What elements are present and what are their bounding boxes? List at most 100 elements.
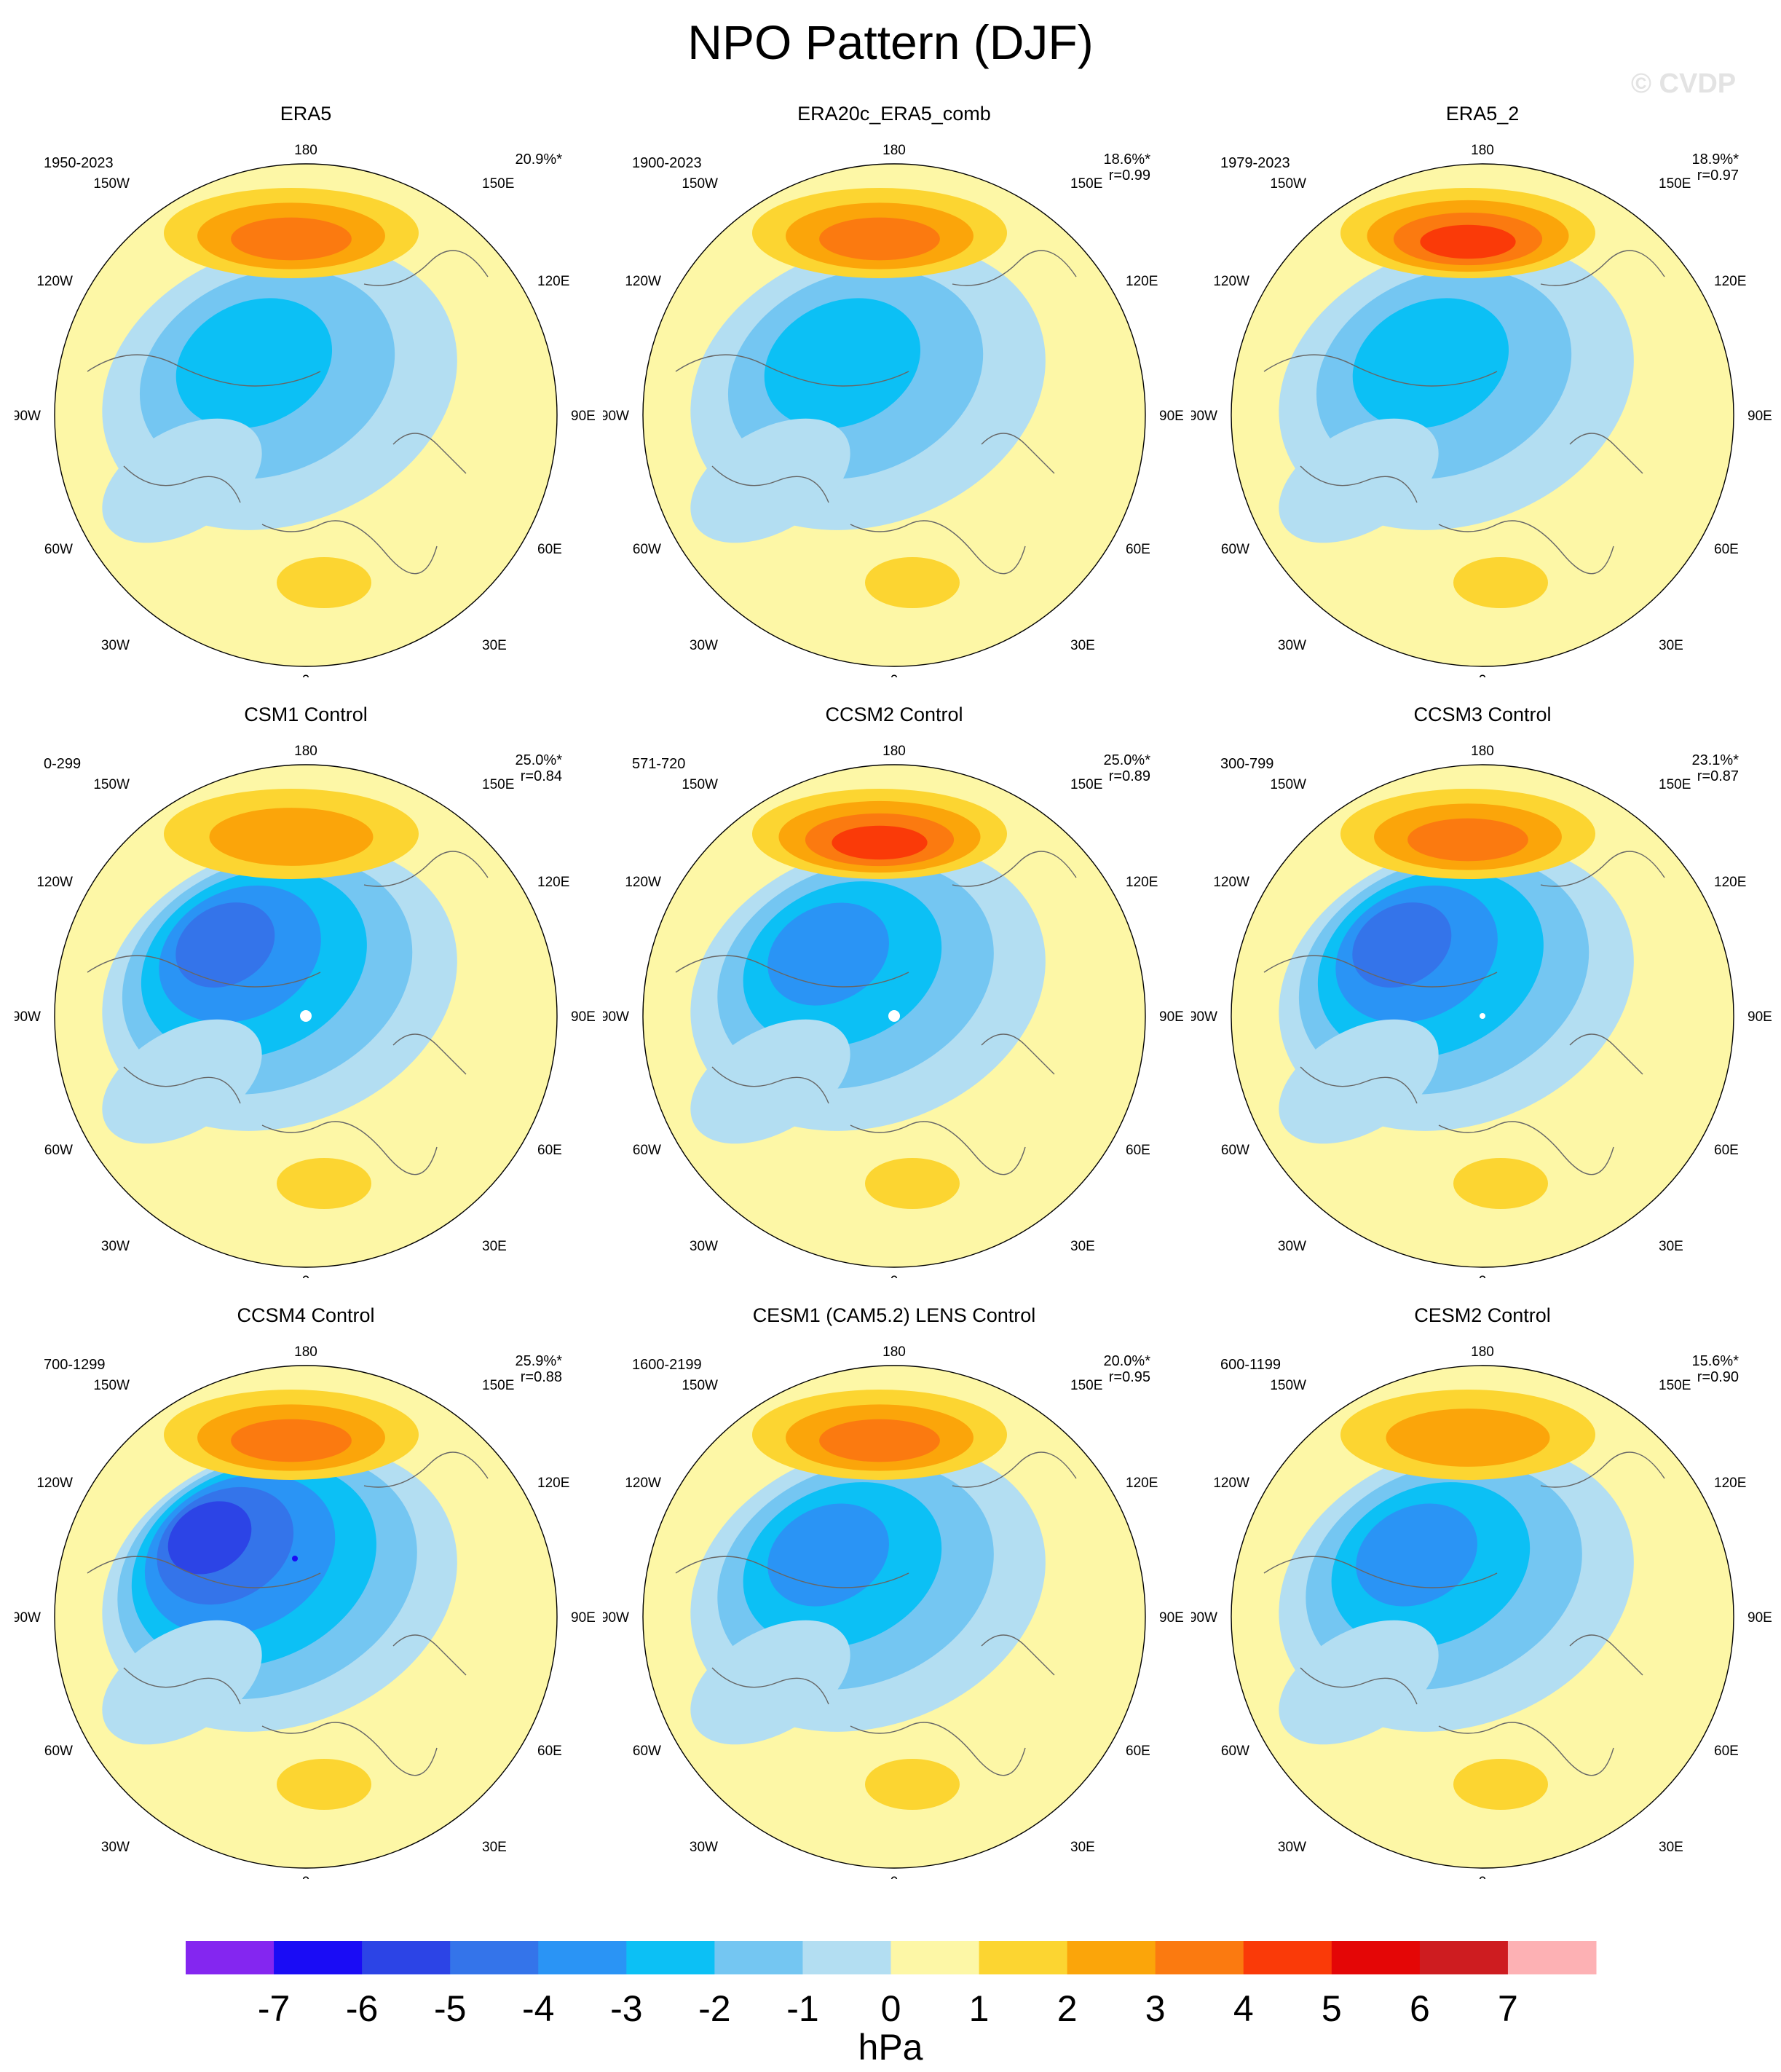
map-border	[642, 1365, 1146, 1869]
longitude-label: 150E	[1659, 777, 1691, 792]
panel-title: ERA5	[280, 103, 332, 125]
variance-explained: 20.9%*	[515, 151, 563, 168]
longitude-label: 150W	[682, 777, 718, 792]
longitude-label: 180	[882, 143, 906, 158]
longitude-label: 120E	[1714, 274, 1746, 289]
panel-title: CCSM4 Control	[237, 1304, 375, 1326]
panel-stats: 18.6%* r=0.99	[1104, 151, 1151, 184]
polar-map: 180 150W 150E 120W 120E 90W 90E 60W 60E 30W 30E 0	[603, 143, 1184, 677]
pattern-correlation: r=0.95	[1108, 1369, 1150, 1385]
colorbar-swatch	[802, 1941, 891, 1974]
high-anomaly-contour	[231, 1419, 352, 1462]
longitude-label: 60W	[633, 542, 661, 557]
pattern-correlation: r=0.87	[1697, 768, 1739, 784]
polar-map: 180 150W 150E 120W 120E 90W 90E 60W 60E 30W 30E 0	[1191, 143, 1772, 677]
low-anomaly-contour	[690, 1620, 850, 1745]
longitude-label: 180	[294, 143, 317, 158]
high-anomaly-contour	[1453, 1759, 1548, 1810]
longitude-label: 90W	[15, 1009, 41, 1025]
longitude-label: 120E	[1126, 1476, 1158, 1491]
longitude-label: 60W	[44, 1143, 73, 1158]
low-anomaly-contour	[102, 1620, 262, 1745]
polar-map: 180 150W 150E 120W 120E 90W 90E 60W 60E 30W 30E 0	[15, 1344, 596, 1879]
high-anomaly-contour	[277, 557, 371, 608]
colorbar-swatch	[1331, 1941, 1421, 1974]
polar-map: 180 150W 150E 120W 120E 90W 90E 60W 60E 30W 30E 0	[603, 1344, 1184, 1879]
variance-explained: 23.1%*	[1691, 752, 1739, 768]
pole-marker	[1480, 1013, 1485, 1019]
longitude-label: 180	[1471, 744, 1494, 759]
longitude-label: 120W	[36, 274, 73, 289]
high-anomaly-contour	[865, 557, 960, 608]
low-anomaly-contour	[175, 298, 333, 429]
variance-explained: 20.0%*	[1103, 1353, 1151, 1369]
colorbar-units: hPa	[858, 2027, 923, 2068]
coastlines	[87, 1451, 489, 1776]
longitude-label: 120W	[36, 1476, 73, 1491]
cvdp-watermark: © CVDP	[1631, 68, 1737, 99]
longitude-label: 120W	[625, 875, 661, 890]
polar-map: 180 150W 150E 120W 120E 90W 90E 60W 60E 30W 30E 0	[603, 744, 1184, 1278]
low-anomaly-contour	[1279, 418, 1439, 543]
variance-explained: 25.0%*	[515, 752, 563, 768]
variance-explained: 25.9%*	[515, 1353, 563, 1369]
colorbar-swatch	[1243, 1941, 1332, 1974]
map-panel: ERA20c_ERA5_comb 1900-2023 18.6%* r=0.99 180…	[603, 102, 1185, 677]
coastlines	[1263, 1451, 1665, 1776]
panel-title: ERA5_2	[1445, 103, 1520, 125]
panel-period: 0-299	[44, 756, 82, 772]
polar-map: 180 150W 150E 120W 120E 90W 90E 60W 60E 30W 30E 0	[1191, 1344, 1772, 1879]
colorbar-tick-label: 7	[1498, 1988, 1518, 2029]
pattern-correlation: r=0.84	[520, 768, 562, 784]
longitude-label: 60E	[1126, 1143, 1150, 1158]
colorbar-swatch	[1067, 1941, 1156, 1974]
longitude-label: 180	[294, 1344, 317, 1360]
colorbar-tick-label: -5	[434, 1988, 466, 2029]
high-anomaly-contour	[277, 1158, 371, 1209]
map-panel: ERA5 1950-2023 20.9%* 180 150W 150E 120W 120E 90…	[15, 102, 597, 677]
longitude-label: 30E	[482, 1840, 507, 1855]
longitude-label: 0	[1479, 673, 1487, 677]
panel-period: 300-799	[1220, 756, 1274, 772]
longitude-label: 150W	[682, 176, 718, 192]
map-panel: CCSM2 Control 571-720 25.0%* r=0.89 180 150W 1…	[603, 703, 1185, 1278]
longitude-label: 60E	[1126, 1744, 1150, 1759]
colorbar-tick-label: -2	[698, 1988, 730, 2029]
longitude-label: 180	[882, 1344, 906, 1360]
variance-explained: 18.9%*	[1691, 151, 1739, 168]
longitude-label: 120E	[1714, 1476, 1746, 1491]
longitude-label: 90E	[1159, 409, 1184, 424]
longitude-label: 150W	[93, 176, 130, 192]
longitude-label: 60E	[1714, 1744, 1739, 1759]
high-anomaly-contour	[1420, 224, 1516, 259]
low-anomaly-contour	[1352, 902, 1452, 988]
polar-map: 180 150W 150E 120W 120E 90W 90E 60W 60E 30W 30E 0	[15, 143, 596, 677]
colorbar-swatch	[274, 1941, 363, 1974]
longitude-label: 150W	[1270, 1378, 1306, 1393]
low-anomaly-contour	[1279, 1620, 1439, 1745]
longitude-label: 60W	[1221, 1143, 1249, 1158]
high-anomaly-contour	[231, 217, 352, 261]
colorbar-tick-label: -4	[522, 1988, 554, 2029]
longitude-label: 90W	[603, 409, 629, 424]
map-panel: ERA5_2 1979-2023 18.9%* r=0.97 180 150W 150E 12…	[1191, 102, 1774, 677]
panel-stats: 23.1%* r=0.87	[1692, 752, 1739, 784]
high-anomaly-contour	[1453, 1158, 1548, 1209]
panel-stats: 20.0%* r=0.95	[1104, 1353, 1151, 1385]
longitude-label: 180	[1471, 143, 1494, 158]
longitude-label: 120W	[1213, 875, 1249, 890]
colorbar-swatch	[1419, 1941, 1509, 1974]
colorbar-swatch	[714, 1941, 803, 1974]
map-border	[1231, 163, 1734, 667]
longitude-label: 0	[302, 1875, 310, 1879]
longitude-label: 120W	[625, 1476, 661, 1491]
colorbar-tick-label: 2	[1057, 1988, 1078, 2029]
coastlines	[87, 851, 489, 1175]
map-border	[54, 1365, 558, 1869]
longitude-label: 60E	[1714, 542, 1739, 557]
variance-explained: 18.6%*	[1103, 151, 1151, 168]
coastlines	[1263, 250, 1665, 575]
longitude-label: 0	[890, 1274, 899, 1278]
longitude-label: 90E	[571, 1009, 596, 1025]
colorbar-tick-label: 4	[1233, 1988, 1254, 2029]
